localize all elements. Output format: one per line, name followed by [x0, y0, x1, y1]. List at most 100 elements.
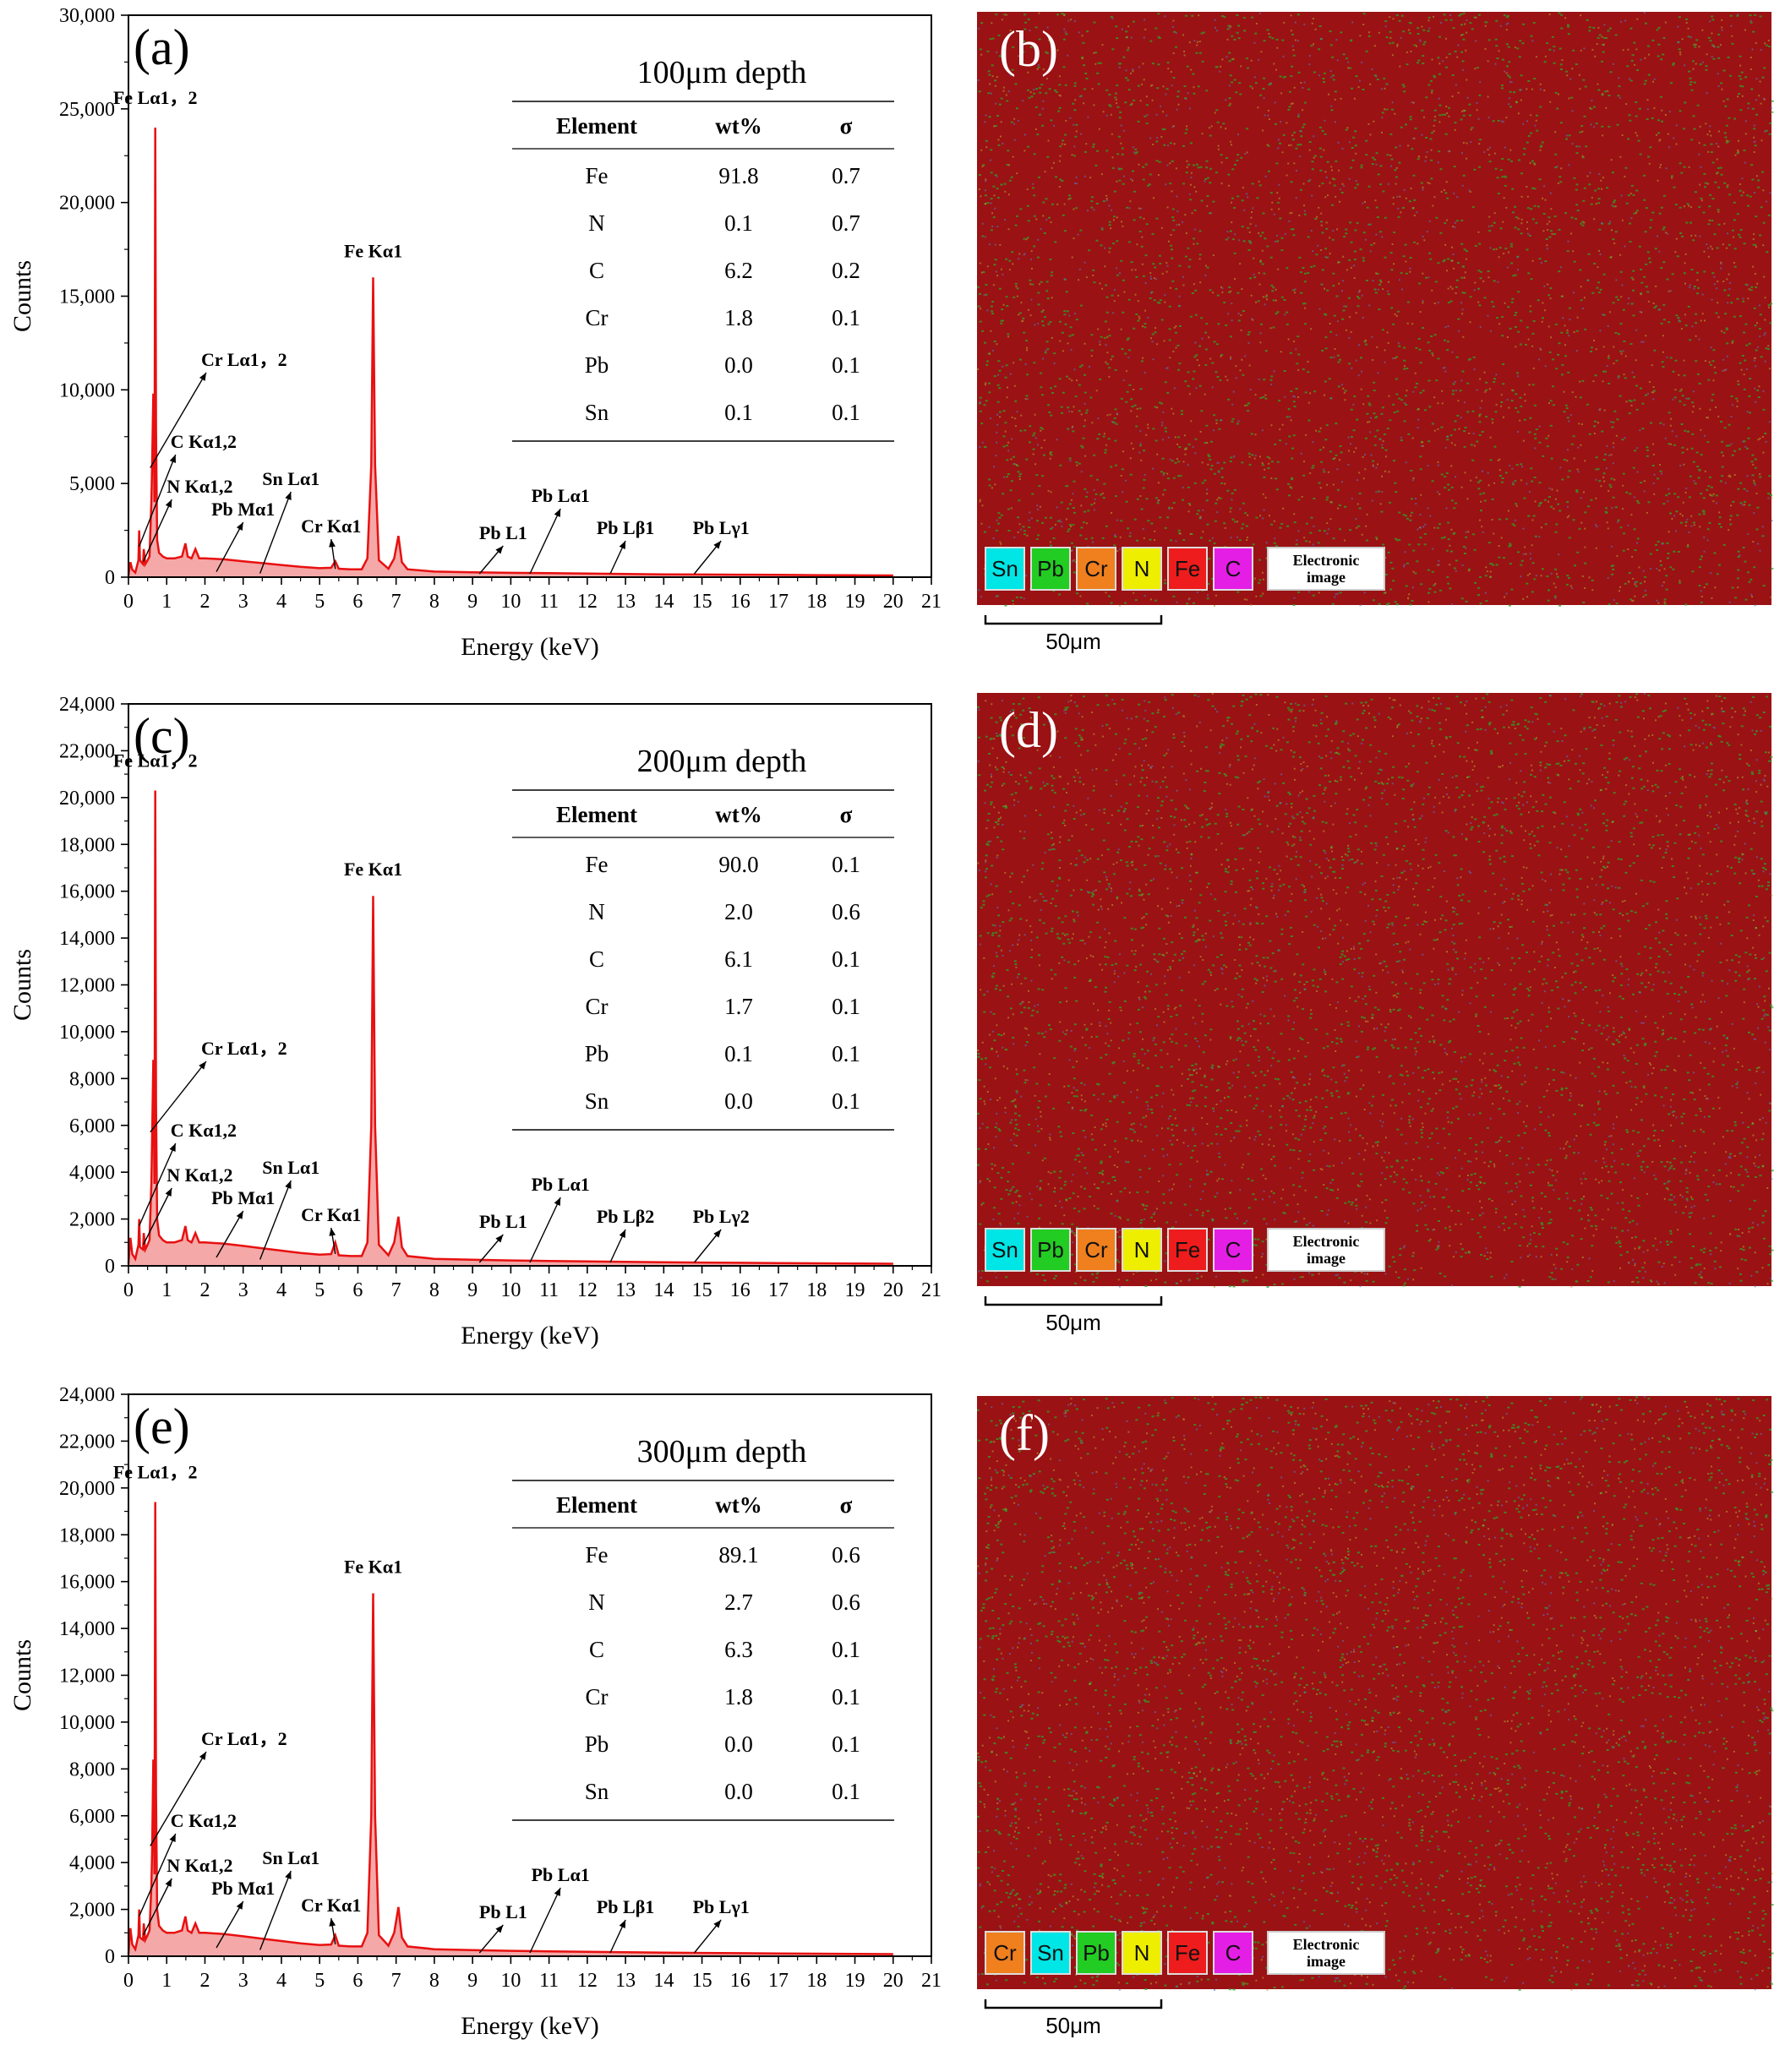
table-cell: 0.1 [832, 1731, 860, 1757]
peak-arrowhead [554, 509, 561, 517]
peak-arrowhead [619, 1230, 626, 1238]
x-tick-label: 9 [467, 1279, 478, 1301]
legend-label: C [1225, 556, 1242, 581]
electronic-image-chip [1267, 547, 1385, 591]
legend-chip-n: N [1122, 1931, 1162, 1975]
spectrum-line [127, 127, 893, 577]
legend-label: Pb [1083, 1940, 1110, 1966]
peak-label: C Kα1,2 [171, 1810, 237, 1831]
spectrum-line [127, 1502, 893, 1955]
x-tick-label: 10 [500, 1970, 521, 1992]
peak-arrow [139, 1142, 177, 1226]
y-axis-title: Counts [8, 260, 36, 332]
x-tick-label: 2 [199, 1970, 210, 1992]
legend-swatch [1076, 1228, 1116, 1272]
table-cell: 0.0 [724, 1088, 753, 1114]
peak-label: N Kα1,2 [166, 1164, 232, 1186]
peak-arrowhead [199, 1752, 206, 1760]
x-tick-label: 15 [692, 591, 712, 613]
table-cell: 0.2 [832, 258, 860, 283]
legend-chip-c: C [1213, 547, 1253, 591]
table-cell: N [588, 1589, 605, 1615]
peak-label: Pb L1 [479, 522, 527, 543]
legend-chip-sn: Sn [985, 1228, 1025, 1272]
peak-label: Pb Lγ2 [693, 1206, 750, 1227]
table-cell: N [588, 899, 605, 924]
peak-arrow [143, 499, 172, 562]
legend-label: Fe [1175, 1237, 1200, 1262]
peak-label: Pb Mα1 [211, 499, 275, 520]
legend-chip-n: N [1122, 547, 1162, 591]
x-tick-label: 14 [653, 1970, 674, 1992]
table-title: 100μm depth [637, 55, 807, 90]
table-cell: 89.1 [718, 1542, 758, 1568]
legend-swatch [985, 1228, 1025, 1272]
x-tick-label: 5 [314, 1970, 325, 1992]
peak-label: Fe Lα1，2 [113, 1461, 198, 1482]
table-cell: Sn [585, 1779, 609, 1804]
legend-chip-cr: Cr [1076, 1228, 1116, 1272]
peak-label: Pb Lβ1 [597, 517, 654, 538]
table-cell: 0.1 [832, 1637, 860, 1662]
peak-arrow [529, 508, 561, 575]
legend-chip-sn: Sn [985, 547, 1025, 591]
table-header-cell: wt% [715, 113, 762, 139]
peak-label: Pb Mα1 [211, 1187, 275, 1208]
plot-frame [128, 703, 932, 1267]
table-cell: 0.6 [832, 1589, 860, 1615]
x-tick-label: 11 [539, 1970, 559, 1992]
x-tick-label: 21 [921, 1970, 942, 1992]
y-tick-label: 0 [105, 567, 115, 589]
x-tick-label: 9 [467, 591, 478, 613]
electronic-image-label: Electronic [1293, 1233, 1360, 1250]
x-tick-label: 15 [692, 1279, 712, 1301]
table-cell: 6.3 [724, 1637, 753, 1662]
peak-label: Fe Kα1 [344, 240, 402, 261]
table-cell: N [588, 210, 605, 236]
table-cell: 0.0 [724, 1779, 753, 1804]
peak-label: Sn Lα1 [262, 468, 319, 489]
table-cell: 6.2 [724, 258, 753, 283]
legend-swatch [1122, 1228, 1162, 1272]
x-tick-label: 1 [161, 1279, 172, 1301]
peak-label: Cr Kα1 [301, 515, 361, 537]
legend-chip-sn: Sn [1030, 1931, 1071, 1975]
table-cell: 90.0 [718, 852, 758, 877]
x-tick-label: 19 [845, 1279, 865, 1301]
peak-arrowhead [554, 1197, 561, 1206]
x-tick-label: 12 [577, 1279, 598, 1301]
table-cell: 2.7 [724, 1589, 753, 1615]
legend-label: Pb [1037, 556, 1064, 581]
map-texture [978, 1396, 1773, 1991]
spectrum-chart-c: 0 1 2 3 4 5 6 7 8 9 10 11 12 13 14 15 16 17 18 19 20 21 0 2,000… [0, 689, 972, 1382]
legend-swatch [1213, 547, 1253, 591]
legend-chip-n: N [1122, 1228, 1162, 1272]
peak-arrowhead [285, 1871, 292, 1879]
x-tick-label: 17 [768, 591, 789, 613]
peak-label: Cr Kα1 [301, 1204, 361, 1225]
x-tick-label: 0 [123, 1970, 134, 1992]
y-tick-label: 30,000 [59, 5, 115, 27]
y-tick-label: 22,000 [59, 740, 115, 762]
y-tick-label: 16,000 [59, 881, 115, 903]
peak-label: Pb L1 [479, 1211, 527, 1232]
y-tick-label: 18,000 [59, 834, 115, 856]
y-tick-label: 6,000 [69, 1806, 115, 1828]
x-tick-label: 1 [161, 591, 172, 613]
table-cell: 0.1 [832, 946, 860, 972]
table-cell: Cr [586, 1684, 609, 1709]
table-cell: Pb [585, 1731, 609, 1757]
y-tick-label: 6,000 [69, 1115, 115, 1137]
table-cell: 0.1 [724, 1041, 753, 1066]
table-header-cell: wt% [715, 1492, 762, 1518]
legend-label: N [1134, 556, 1150, 581]
scale-bar [984, 1296, 1163, 1306]
peak-arrowhead [169, 455, 176, 463]
table-cell: 0.6 [832, 1542, 860, 1568]
table-header-cell: σ [840, 1492, 853, 1518]
legend-swatch [1122, 547, 1162, 591]
legend-swatch [1213, 1931, 1253, 1975]
scale-bar-label: 50μm [1045, 629, 1101, 654]
table-header-cell: σ [840, 113, 853, 139]
